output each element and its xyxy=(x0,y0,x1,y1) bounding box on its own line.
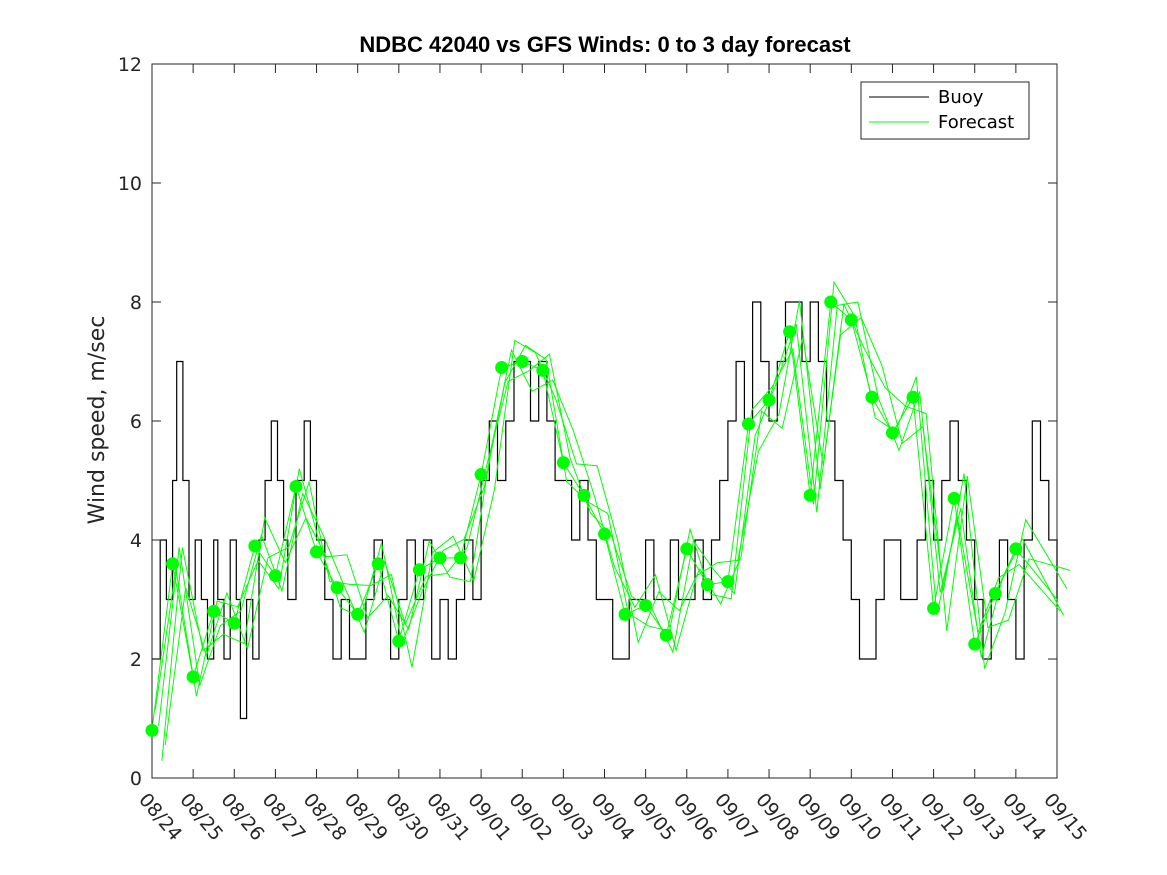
forecast-marker xyxy=(495,360,509,374)
forecast-marker xyxy=(885,426,899,440)
forecast-marker xyxy=(248,539,262,553)
forecast-markers xyxy=(145,295,1023,737)
forecast-marker xyxy=(721,575,735,589)
forecast-marker xyxy=(577,488,591,502)
forecast-marker xyxy=(330,581,344,595)
forecast-marker xyxy=(227,616,241,630)
forecast-marker xyxy=(988,587,1002,601)
forecast-marker xyxy=(289,479,303,493)
chart-title: NDBC 42040 vs GFS Winds: 0 to 3 day fore… xyxy=(359,32,851,57)
buoy-line xyxy=(152,301,1058,720)
y-tick-label: 4 xyxy=(130,530,142,552)
y-tick-label: 6 xyxy=(130,411,142,433)
forecast-marker xyxy=(474,468,488,482)
forecast-marker xyxy=(392,634,406,648)
forecast-marker xyxy=(433,551,447,565)
legend-box xyxy=(860,81,1030,140)
forecast-marker xyxy=(906,390,920,404)
y-axis-label: Wind speed, m/sec xyxy=(85,316,110,525)
forecast-marker xyxy=(536,363,550,377)
forecast-line xyxy=(158,301,1065,726)
forecast-marker xyxy=(865,390,879,404)
forecast-marker xyxy=(1009,542,1023,556)
forecast-marker xyxy=(680,542,694,556)
forecast-marker xyxy=(556,456,570,470)
forecast-marker xyxy=(927,601,941,615)
forecast-marker xyxy=(371,557,385,571)
forecast-marker xyxy=(454,551,468,565)
forecast-marker xyxy=(207,604,221,618)
legend: Buoy Forecast xyxy=(860,81,1030,140)
forecast-marker xyxy=(186,670,200,684)
forecast-marker xyxy=(310,545,324,559)
y-tick-label: 10 xyxy=(118,173,142,195)
forecast-marker xyxy=(947,491,961,505)
buoy-series xyxy=(152,301,1058,720)
forecast-marker xyxy=(412,563,426,577)
forecast-marker xyxy=(659,628,673,642)
forecast-marker xyxy=(351,607,365,621)
forecast-marker xyxy=(268,569,282,583)
forecast-marker xyxy=(145,723,159,737)
forecast-marker xyxy=(598,527,611,541)
forecast-marker xyxy=(639,598,653,612)
forecast-marker xyxy=(700,578,714,592)
y-tick-label: 12 xyxy=(118,54,142,76)
forecast-marker xyxy=(515,355,529,368)
y-tick-label: 2 xyxy=(130,649,142,671)
y-tick-label: 8 xyxy=(130,292,142,314)
forecast-marker xyxy=(803,488,817,502)
y-tick-label: 0 xyxy=(130,768,142,790)
legend-forecast-label: Forecast xyxy=(938,112,1014,133)
legend-buoy-label: Buoy xyxy=(938,87,984,108)
forecast-marker xyxy=(844,313,858,327)
forecast-marker xyxy=(968,637,982,651)
forecast-series xyxy=(151,280,1071,761)
forecast-marker xyxy=(618,607,632,621)
forecast-marker xyxy=(741,417,755,431)
forecast-marker xyxy=(824,295,838,309)
forecast-line xyxy=(164,302,1071,746)
axes-frame xyxy=(151,63,1058,779)
plot-area xyxy=(151,63,1058,779)
forecast-marker xyxy=(762,393,776,407)
forecast-marker xyxy=(783,325,797,339)
forecast-marker xyxy=(166,557,180,571)
